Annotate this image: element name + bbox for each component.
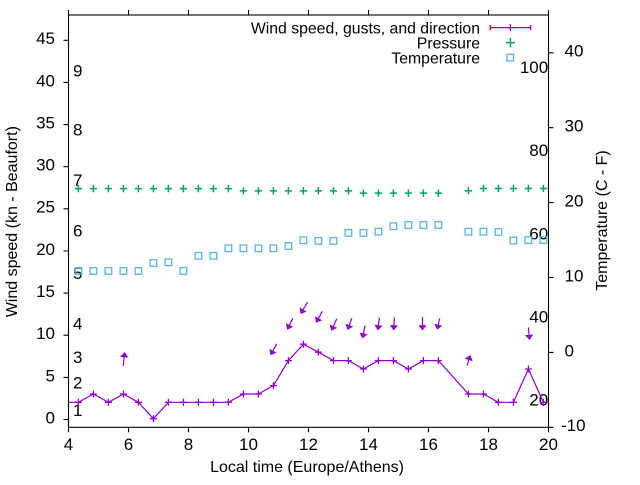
svg-text:20: 20	[36, 240, 55, 259]
svg-text:80: 80	[529, 141, 548, 160]
svg-text:0: 0	[565, 341, 574, 360]
svg-text:20: 20	[539, 435, 558, 454]
svg-text:Temperature (C - F): Temperature (C - F)	[594, 150, 611, 290]
svg-text:40: 40	[529, 308, 548, 327]
svg-text:12: 12	[299, 435, 318, 454]
svg-text:6: 6	[124, 435, 133, 454]
svg-text:10: 10	[36, 324, 55, 343]
svg-text:5: 5	[73, 264, 82, 283]
svg-text:30: 30	[565, 117, 584, 136]
svg-text:8: 8	[73, 121, 82, 140]
svg-text:Wind speed (kn - Beaufort): Wind speed (kn - Beaufort)	[4, 126, 21, 317]
svg-text:45: 45	[36, 29, 55, 48]
svg-text:15: 15	[36, 282, 55, 301]
svg-text:40: 40	[565, 42, 584, 61]
svg-text:2: 2	[73, 373, 82, 392]
svg-text:8: 8	[184, 435, 193, 454]
svg-text:40: 40	[36, 71, 55, 90]
svg-text:25: 25	[36, 198, 55, 217]
svg-text:10: 10	[565, 266, 584, 285]
svg-text:7: 7	[73, 171, 82, 190]
svg-text:6: 6	[73, 222, 82, 241]
svg-text:4: 4	[73, 314, 82, 333]
svg-text:10: 10	[239, 435, 258, 454]
svg-text:Wind speed, gusts, and directi: Wind speed, gusts, and direction	[251, 20, 480, 37]
svg-text:1: 1	[73, 401, 82, 420]
svg-text:4: 4	[64, 435, 73, 454]
svg-text:60: 60	[529, 224, 548, 243]
svg-text:100: 100	[520, 58, 548, 77]
svg-text:Temperature: Temperature	[391, 50, 480, 67]
svg-text:9: 9	[73, 62, 82, 81]
svg-text:Local time (Europe/Athens): Local time (Europe/Athens)	[210, 459, 404, 476]
svg-text:18: 18	[479, 435, 498, 454]
svg-text:5: 5	[46, 366, 55, 385]
svg-text:20: 20	[529, 391, 548, 410]
svg-text:30: 30	[36, 156, 55, 175]
svg-text:35: 35	[36, 114, 55, 133]
svg-text:14: 14	[359, 435, 378, 454]
svg-text:Pressure: Pressure	[417, 35, 480, 52]
svg-text:-10: -10	[561, 416, 586, 435]
svg-text:16: 16	[419, 435, 438, 454]
svg-text:0: 0	[46, 408, 55, 427]
svg-text:20: 20	[565, 192, 584, 211]
svg-text:3: 3	[73, 348, 82, 367]
